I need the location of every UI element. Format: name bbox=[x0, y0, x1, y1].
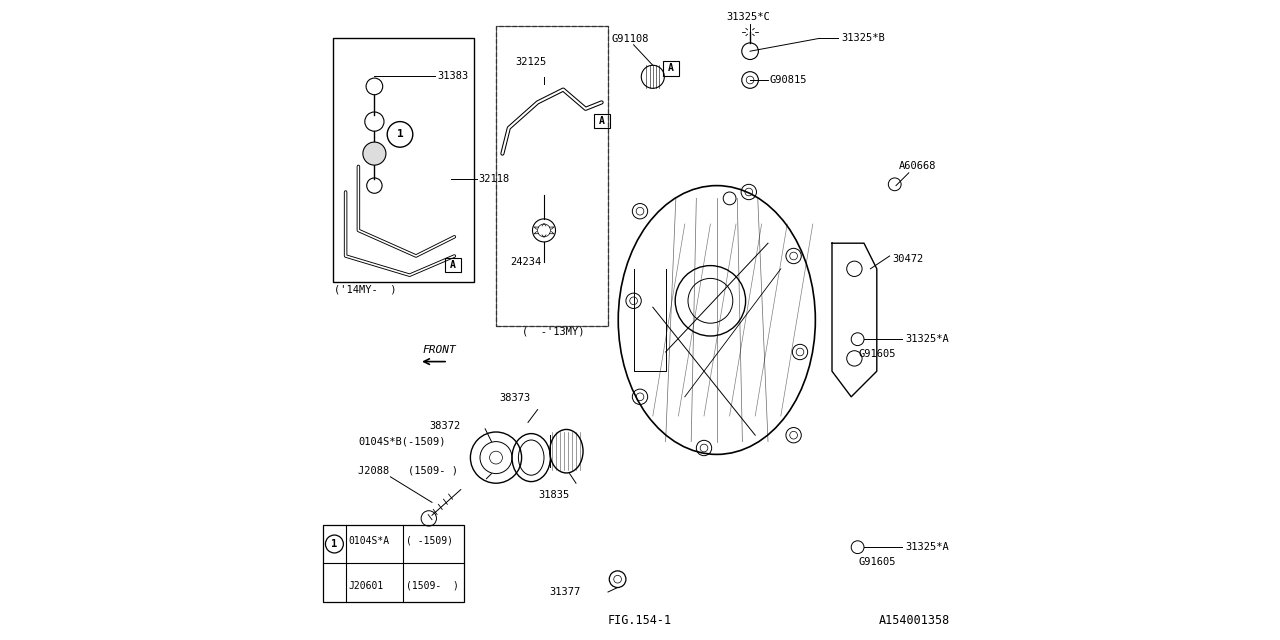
Text: A60668: A60668 bbox=[900, 161, 937, 172]
Circle shape bbox=[364, 142, 387, 165]
Text: 1: 1 bbox=[332, 539, 338, 549]
Text: 38373: 38373 bbox=[499, 393, 531, 403]
Text: ( -1509): ( -1509) bbox=[407, 536, 453, 546]
Bar bbox=[323, 525, 465, 602]
Text: 32118: 32118 bbox=[479, 174, 509, 184]
Text: A: A bbox=[449, 260, 456, 270]
Text: J2088   (1509- ): J2088 (1509- ) bbox=[358, 465, 458, 476]
Text: 0104S*A: 0104S*A bbox=[348, 536, 390, 546]
Text: ('14MY-  ): ('14MY- ) bbox=[334, 285, 396, 295]
Text: 38372: 38372 bbox=[430, 420, 461, 431]
Text: 31835: 31835 bbox=[538, 490, 570, 500]
Text: 31377: 31377 bbox=[549, 587, 580, 597]
Bar bbox=[333, 38, 474, 282]
Text: 0104S*B(-1509): 0104S*B(-1509) bbox=[358, 436, 445, 447]
Text: (1509-  ): (1509- ) bbox=[407, 580, 460, 591]
Text: G91605: G91605 bbox=[859, 557, 896, 567]
Text: 31325*A: 31325*A bbox=[905, 542, 948, 552]
Text: 1: 1 bbox=[397, 129, 403, 140]
Bar bbox=[497, 26, 608, 326]
Text: 32125: 32125 bbox=[516, 57, 547, 67]
Text: J20601: J20601 bbox=[348, 580, 384, 591]
Bar bbox=[497, 26, 608, 326]
Text: 31325*C: 31325*C bbox=[727, 12, 771, 22]
Bar bbox=[594, 114, 611, 128]
Bar bbox=[445, 258, 461, 272]
Text: A: A bbox=[599, 116, 605, 126]
Text: 31325*A: 31325*A bbox=[905, 334, 948, 344]
Text: 31325*B: 31325*B bbox=[841, 33, 884, 44]
Bar bbox=[663, 61, 678, 76]
Text: 30472: 30472 bbox=[892, 254, 923, 264]
Text: G91108: G91108 bbox=[612, 33, 649, 44]
Text: A: A bbox=[668, 63, 675, 74]
Text: A154001358: A154001358 bbox=[879, 614, 950, 627]
Text: FRONT: FRONT bbox=[422, 345, 456, 355]
Text: G90815: G90815 bbox=[771, 75, 808, 85]
Text: (  -'13MY): ( -'13MY) bbox=[522, 326, 585, 337]
Text: 31383: 31383 bbox=[438, 70, 468, 81]
Text: G91605: G91605 bbox=[859, 349, 896, 359]
Text: FIG.154-1: FIG.154-1 bbox=[608, 614, 672, 627]
Text: 24234: 24234 bbox=[511, 257, 541, 268]
